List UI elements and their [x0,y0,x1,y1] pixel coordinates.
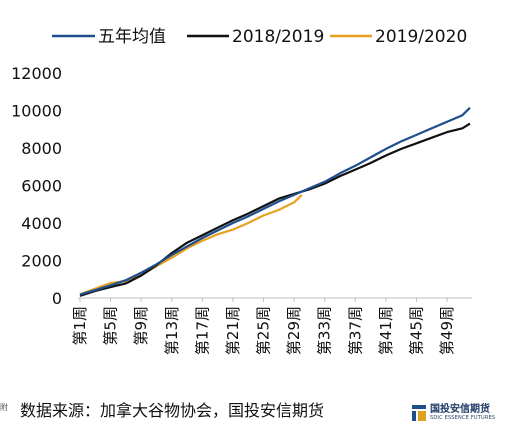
y-tick-label: 6000 [21,177,62,196]
x-tick-label: 第1周 [71,306,89,346]
x-tick-label: 第5周 [102,306,120,346]
y-tick-label: 0 [52,289,62,308]
x-tick-label: 第29周 [285,306,303,355]
legend-label-2018-2019: 2018/2019 [232,27,324,47]
series-lines [79,106,471,297]
y-tick-label: 10000 [11,102,62,121]
x-axis-ticks: 第1周 第5周 第9周 第13周 第17周 第21周 第25周 第29周 第33周 第37周 第41… [71,298,456,355]
y-tick-label: 8000 [21,139,62,158]
y-tick-label: 12000 [11,64,62,83]
y-tick-label: 2000 [21,252,62,271]
logo-subtitle: SDIC ESSENCE FUTURES [430,415,496,421]
x-tick-label: 第9周 [132,306,150,346]
logo-name: 国投安信期货 [430,404,490,415]
legend-item-2018-2019: 2018/2019 [187,27,324,47]
x-tick-label: 第21周 [224,306,242,355]
x-tick-label: 第37周 [346,306,364,355]
x-tick-label: 第33周 [316,306,334,355]
y-axis-ticks: 0 2000 4000 6000 8000 10000 12000 [11,64,62,308]
legend-item-five-year-avg: 五年均值 [52,27,166,47]
legend-label-five-year-avg: 五年均值 [98,27,166,47]
x-tick-label: 第41周 [377,306,395,355]
y-tick-label: 4000 [21,214,62,233]
legend-label-2019-2020: 2019/2020 [375,27,467,47]
x-tick-label: 第25周 [255,306,273,355]
chart: 五年均值 2018/2019 2019/2020 0 2000 4000 6000 80… [11,27,472,355]
source-note: 数据来源：加拿大谷物协会，国投安信期货 [20,401,325,420]
edge-text: 附 [0,403,8,412]
x-tick-label: 第45周 [407,306,425,355]
series-line-five-year-avg [79,106,471,296]
logo: 国投安信期货 SDIC ESSENCE FUTURES [412,404,495,422]
x-tick-label: 第17周 [193,306,211,355]
series-line-2018-2019 [79,122,471,297]
logo-icon [412,405,426,421]
x-tick-label: 第49周 [438,306,456,355]
legend-item-2019-2020: 2019/2020 [330,27,467,47]
legend: 五年均值 2018/2019 2019/2020 [52,27,467,47]
x-tick-label: 第13周 [163,306,181,355]
